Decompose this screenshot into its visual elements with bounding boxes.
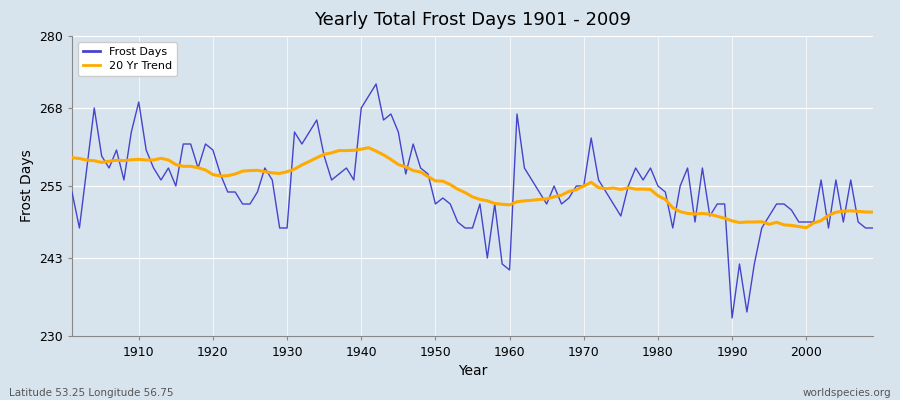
Frost Days: [600, 190, 611, 194]
20 Yr Trend: [868, 210, 878, 214]
Frost Days: [289, 130, 300, 134]
20 Yr Trend: [334, 148, 345, 153]
Frost Days: [67, 190, 77, 194]
Y-axis label: Frost Days: Frost Days: [20, 150, 33, 222]
Frost Days: [126, 130, 137, 134]
Legend: Frost Days, 20 Yr Trend: Frost Days, 20 Yr Trend: [77, 42, 177, 76]
Line: 20 Yr Trend: 20 Yr Trend: [72, 148, 873, 228]
Frost Days: [334, 172, 345, 176]
Frost Days: [504, 268, 515, 272]
20 Yr Trend: [504, 202, 515, 207]
Text: worldspecies.org: worldspecies.org: [803, 388, 891, 398]
Frost Days: [868, 226, 878, 230]
Text: Latitude 53.25 Longitude 56.75: Latitude 53.25 Longitude 56.75: [9, 388, 174, 398]
Frost Days: [726, 316, 737, 320]
X-axis label: Year: Year: [458, 364, 487, 378]
Title: Yearly Total Frost Days 1901 - 2009: Yearly Total Frost Days 1901 - 2009: [314, 11, 631, 29]
20 Yr Trend: [511, 199, 522, 204]
Frost Days: [511, 112, 522, 116]
20 Yr Trend: [600, 186, 611, 191]
20 Yr Trend: [364, 145, 374, 150]
20 Yr Trend: [126, 157, 137, 162]
20 Yr Trend: [289, 167, 300, 172]
Frost Days: [371, 82, 382, 86]
20 Yr Trend: [801, 225, 812, 230]
Line: Frost Days: Frost Days: [72, 84, 873, 318]
20 Yr Trend: [67, 155, 77, 160]
